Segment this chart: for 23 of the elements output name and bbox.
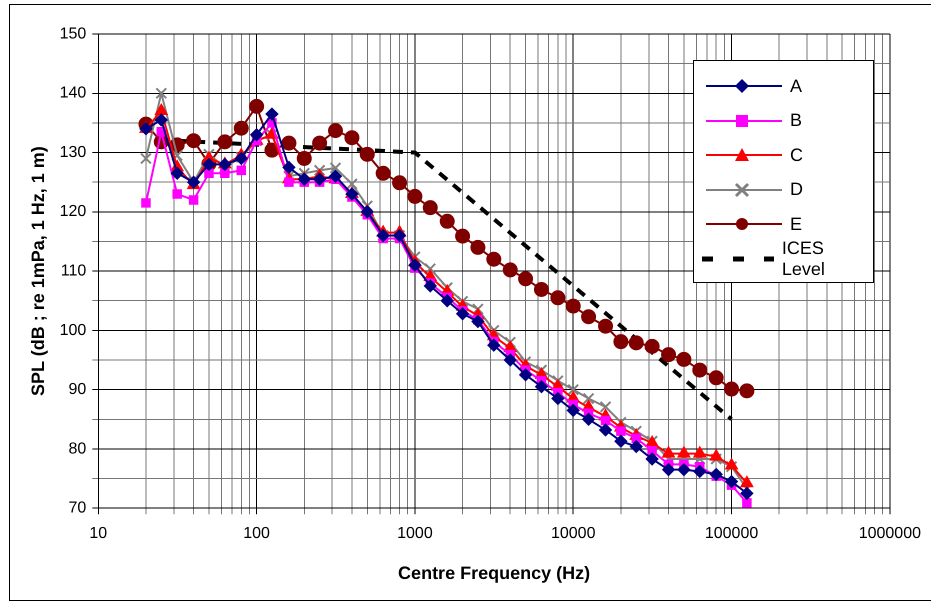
x-tick-label: 1000: [397, 525, 433, 542]
legend-label: E: [790, 214, 802, 235]
y-tick-label: 140: [60, 84, 86, 102]
y-tick-label: 130: [60, 144, 86, 161]
y-tick-label: 120: [60, 203, 86, 220]
legend-label: B: [790, 110, 802, 132]
x-tick-label: 1000000: [858, 525, 922, 542]
y-axis-title: SPL (dB ; re 1mPa, 1 Hz, 1 m): [28, 146, 48, 396]
x-tick-label: 10: [89, 525, 108, 542]
legend-label: ICES Level: [782, 238, 826, 280]
y-tick-label: 70: [68, 500, 86, 517]
y-tick-label: 150: [60, 25, 86, 42]
y-tick-label: 80: [68, 440, 86, 458]
legend-label: A: [790, 76, 802, 97]
y-tick-label: 100: [60, 322, 86, 339]
x-axis-title: Centre Frequency (Hz): [398, 563, 590, 584]
legend-label: D: [790, 179, 803, 200]
legend-label: C: [790, 144, 803, 166]
x-tick-label: 100000: [704, 525, 758, 542]
y-tick-label: 110: [60, 262, 86, 280]
y-tick-label: 90: [68, 381, 86, 398]
x-tick-label: 10000: [550, 525, 596, 542]
x-tick-label: 100: [243, 525, 270, 542]
